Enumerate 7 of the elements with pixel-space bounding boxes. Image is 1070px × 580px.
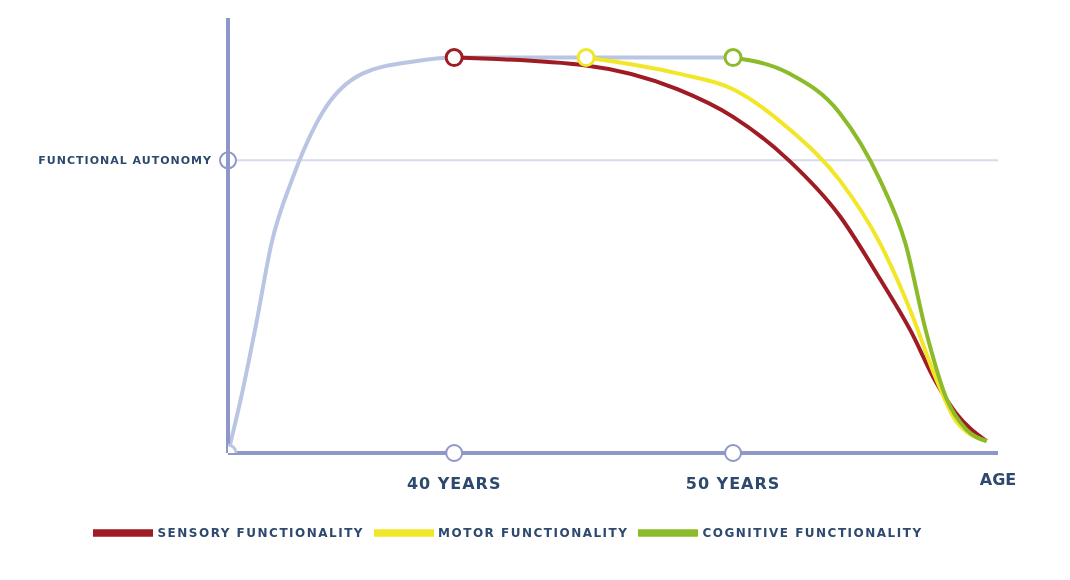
- legend-label: SENSORY FUNCTIONALITY: [157, 525, 365, 540]
- x-tick-label: 50 YEARS: [685, 474, 781, 493]
- x-axis-title: AGE: [979, 470, 1017, 489]
- legend-label: COGNITIVE FUNCTIONALITY: [702, 525, 923, 540]
- legend-label: MOTOR FUNCTIONALITY: [438, 525, 629, 540]
- x-tick-label: 40 YEARS: [406, 474, 502, 493]
- ref-line-label: FUNCTIONAL AUTONOMY: [38, 154, 213, 168]
